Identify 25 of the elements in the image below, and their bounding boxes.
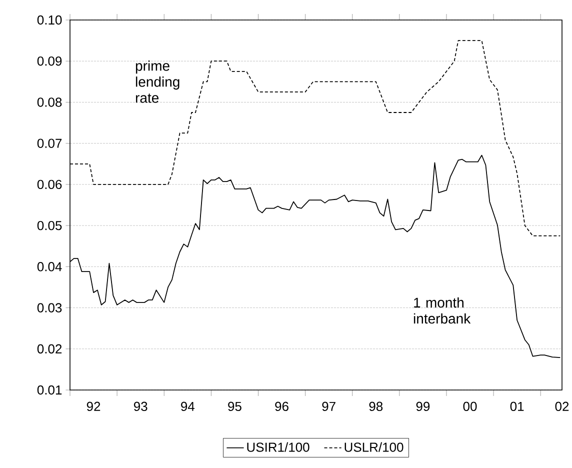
annotation: 1 month interbank	[414, 297, 471, 324]
x-tick-label: 97	[322, 402, 336, 412]
y-tick-label: 0.01	[37, 385, 62, 395]
x-tick-label: 95	[228, 402, 242, 412]
x-tick-label: 00	[463, 402, 477, 412]
legend-label: USLR/100	[344, 442, 404, 452]
x-tick-label: 94	[181, 402, 194, 412]
y-tick-label: 0.09	[37, 56, 62, 66]
x-tick-label: 01	[510, 402, 524, 412]
y-tick-label: 0.07	[37, 138, 62, 148]
y-tick-label: 0.04	[37, 262, 62, 272]
annotation: prime lending rate	[136, 60, 180, 103]
y-tick-label: 0.05	[37, 220, 62, 230]
x-tick-label: 98	[369, 402, 383, 412]
y-tick-label: 0.08	[37, 98, 62, 107]
x-tick-label: 96	[275, 402, 288, 412]
legend-label: USIR1/100	[247, 442, 310, 452]
x-tick-label: 99	[416, 402, 430, 412]
x-tick-label: 02	[555, 402, 569, 412]
y-tick-label: 0.02	[37, 344, 62, 354]
y-tick-label: 0.06	[37, 180, 62, 190]
y-tick-label: 0.10	[37, 15, 62, 25]
y-tick-label: 0.03	[37, 303, 62, 312]
x-tick-label: 93	[134, 402, 148, 412]
x-tick-label: 92	[86, 402, 100, 412]
